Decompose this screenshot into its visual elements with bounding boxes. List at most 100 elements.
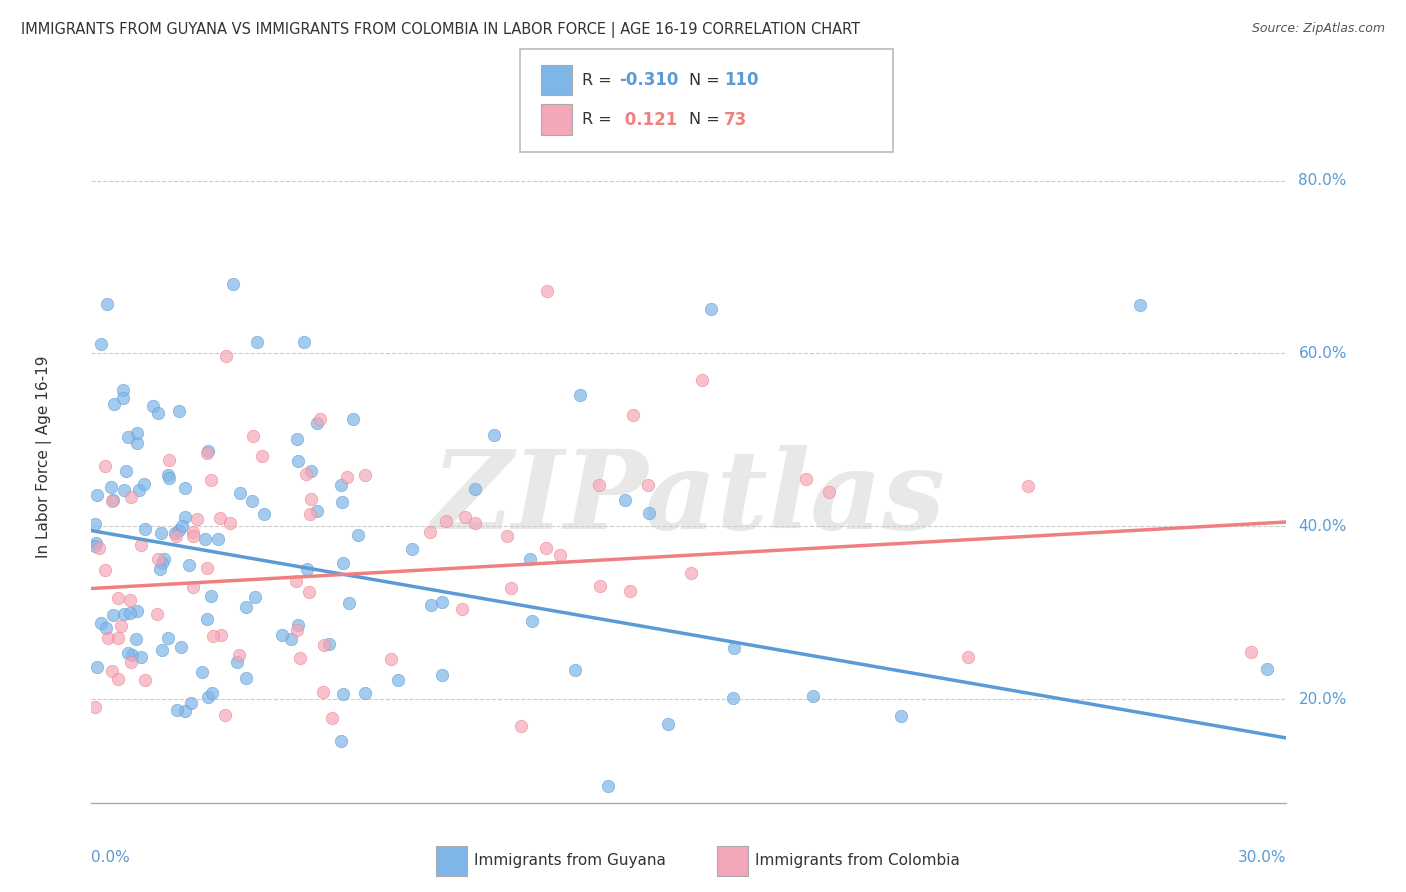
Point — [97, 631, 120, 645]
Point — [156, 631, 179, 645]
Point — [499, 581, 522, 595]
Point — [330, 734, 353, 748]
Point — [173, 509, 195, 524]
Point — [419, 525, 441, 540]
Point — [550, 548, 572, 562]
Point — [214, 707, 236, 722]
Point — [93, 459, 115, 474]
Point — [484, 427, 506, 442]
Point — [134, 522, 156, 536]
Point — [1017, 479, 1039, 493]
Point — [536, 541, 558, 555]
Point — [129, 649, 152, 664]
Point — [342, 412, 364, 426]
Point — [294, 335, 316, 350]
Point — [150, 525, 173, 540]
Text: 20.0%: 20.0% — [1299, 691, 1347, 706]
Point — [181, 580, 204, 594]
Text: Immigrants from Colombia: Immigrants from Colombia — [755, 854, 960, 868]
Point — [1256, 662, 1278, 676]
Point — [285, 432, 308, 446]
Text: R =: R = — [582, 112, 612, 127]
Point — [90, 336, 112, 351]
Point — [169, 523, 191, 537]
Point — [157, 467, 180, 482]
Point — [208, 511, 231, 525]
Point — [890, 709, 912, 723]
Point — [288, 651, 311, 665]
Point — [118, 606, 141, 620]
Point — [117, 430, 139, 444]
Point — [235, 671, 257, 685]
Point — [186, 512, 208, 526]
Point — [298, 585, 321, 599]
Point — [101, 664, 124, 678]
Point — [84, 699, 107, 714]
Text: N =: N = — [689, 112, 720, 127]
Point — [157, 453, 180, 467]
Point — [796, 472, 818, 486]
Point — [84, 536, 107, 550]
Point — [657, 716, 679, 731]
Point — [434, 514, 457, 528]
Point — [153, 552, 176, 566]
Point — [346, 527, 368, 541]
Point — [295, 467, 318, 482]
Point — [103, 397, 125, 411]
Point — [165, 529, 187, 543]
Point — [1129, 298, 1152, 312]
Point — [287, 454, 309, 468]
Point — [134, 673, 156, 687]
Point — [146, 607, 169, 621]
Point — [588, 477, 610, 491]
Point — [101, 493, 124, 508]
Point — [305, 416, 328, 430]
Point — [337, 596, 360, 610]
Point — [125, 425, 148, 440]
Point — [146, 406, 169, 420]
Point — [700, 301, 723, 316]
Point — [112, 383, 135, 397]
Text: 73: 73 — [724, 111, 748, 128]
Point — [125, 632, 148, 647]
Point — [107, 591, 129, 605]
Text: R =: R = — [582, 73, 612, 87]
Point — [569, 387, 592, 401]
Point — [148, 562, 170, 576]
Point — [287, 618, 309, 632]
Point — [228, 648, 250, 662]
Point — [215, 350, 238, 364]
Point — [181, 524, 204, 539]
Point — [193, 532, 215, 546]
Point — [128, 483, 150, 497]
Point — [801, 689, 824, 703]
Point — [297, 562, 319, 576]
Point — [496, 528, 519, 542]
Point — [536, 284, 558, 298]
Text: IMMIGRANTS FROM GUYANA VS IMMIGRANTS FROM COLOMBIA IN LABOR FORCE | AGE 16-19 CO: IMMIGRANTS FROM GUYANA VS IMMIGRANTS FRO… — [21, 22, 860, 38]
Point — [332, 557, 354, 571]
Point — [242, 429, 264, 443]
Text: 80.0%: 80.0% — [1299, 173, 1347, 188]
Point — [174, 704, 197, 718]
Point — [226, 656, 249, 670]
Point — [142, 399, 165, 413]
Point — [125, 603, 148, 617]
Point — [432, 668, 454, 682]
Point — [619, 584, 641, 599]
Point — [637, 478, 659, 492]
Point — [510, 719, 533, 733]
Point — [195, 561, 218, 575]
Point — [120, 490, 142, 504]
Point — [271, 628, 294, 642]
Point — [84, 539, 107, 553]
Point — [614, 493, 637, 508]
Point — [177, 558, 200, 573]
Point — [96, 297, 118, 311]
Point — [312, 685, 335, 699]
Point — [94, 621, 117, 635]
Point — [401, 541, 423, 556]
Point — [464, 516, 486, 530]
Point — [114, 464, 136, 478]
Point — [87, 541, 110, 555]
